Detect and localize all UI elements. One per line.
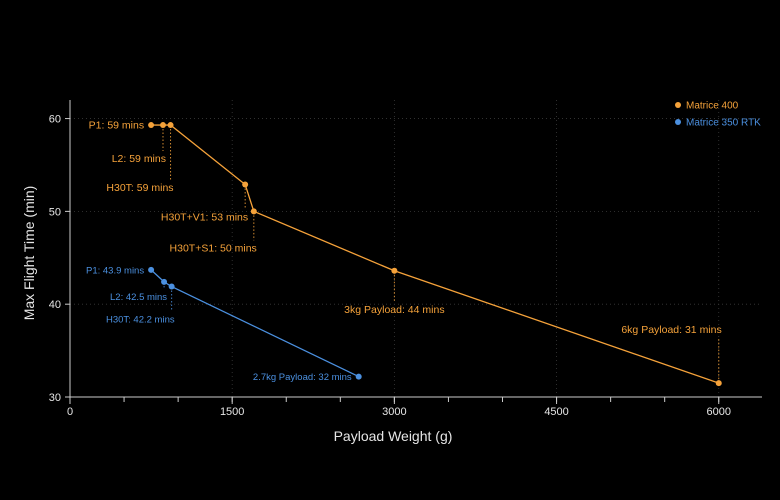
- data-point: [355, 373, 362, 380]
- data-label: H30T: 59 mins: [106, 182, 173, 194]
- data-point: [715, 380, 722, 387]
- legend-marker: [675, 102, 681, 108]
- x-tick-label: 4500: [544, 406, 568, 418]
- x-tick-label: 6000: [707, 406, 731, 418]
- y-tick-label: 50: [49, 206, 61, 218]
- data-label: H30T: 42.2 mins: [106, 315, 175, 326]
- data-point: [159, 122, 166, 129]
- series-line: [150, 269, 359, 378]
- grid: [70, 100, 762, 397]
- data-label: 2.7kg Payload: 32 mins: [253, 372, 352, 383]
- data-label: L2: 59 mins: [112, 153, 166, 165]
- data-point: [250, 208, 257, 215]
- x-tick-label: 3000: [382, 406, 406, 418]
- axes: [69, 100, 762, 398]
- data-point: [168, 283, 175, 290]
- legend-label: Matrice 350 RTK: [686, 118, 761, 129]
- data-label: H30T+V1: 53 mins: [161, 211, 248, 223]
- data-labels: P1: 59 mins L2: 59 mins H30T: 59 mins H30T+…: [86, 120, 722, 384]
- data-label: P1: 43.9 mins: [86, 265, 144, 276]
- ticks: 30 40 50 60 0 1500 3000 4500 6000: [49, 114, 731, 418]
- x-tick-label: 1500: [220, 406, 244, 418]
- data-point: [148, 266, 155, 273]
- legend-marker: [675, 119, 681, 125]
- data-point: [391, 267, 398, 274]
- series: [148, 122, 722, 387]
- y-axis-title: Max Flight Time (min): [21, 186, 37, 321]
- data-label: P1: 59 mins: [89, 120, 144, 132]
- legend-label: Matrice 400: [686, 101, 739, 112]
- data-point: [148, 122, 155, 129]
- y-tick-label: 30: [49, 392, 61, 404]
- data-point: [242, 181, 249, 188]
- data-label: 3kg Payload: 44 mins: [344, 304, 444, 316]
- data-label: L2: 42.5 mins: [110, 292, 167, 303]
- data-label: 6kg Payload: 31 mins: [621, 324, 721, 336]
- x-tick-label: 0: [67, 406, 73, 418]
- y-tick-label: 40: [49, 299, 61, 311]
- legend: Matrice 400 Matrice 350 RTK: [675, 101, 761, 129]
- x-axis-title: Payload Weight (g): [334, 428, 453, 444]
- data-label: H30T+S1: 50 mins: [170, 242, 257, 254]
- data-point: [167, 122, 174, 129]
- data-point: [161, 278, 168, 285]
- y-tick-label: 60: [49, 114, 61, 126]
